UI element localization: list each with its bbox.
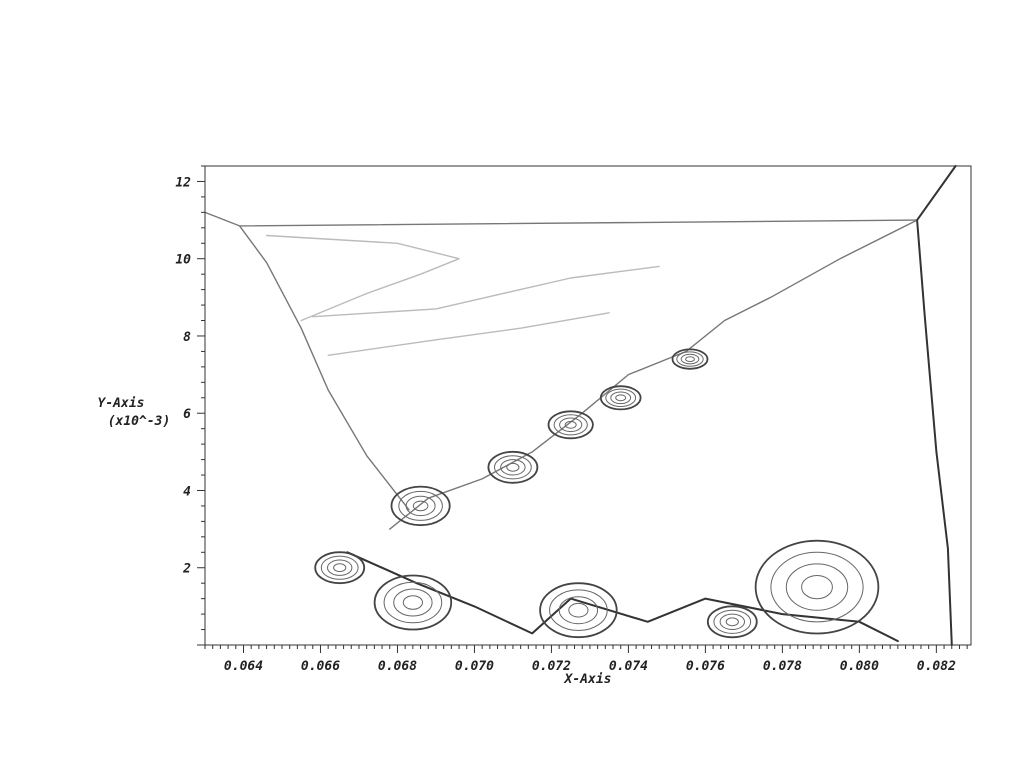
vortex-8-ring-1 bbox=[725, 617, 739, 627]
vortex-5-ring-2 bbox=[610, 391, 632, 405]
x-tick-label: 0.070 bbox=[455, 659, 494, 674]
vortex-3-ring-1 bbox=[506, 462, 520, 472]
x-tick-label: 0.080 bbox=[840, 659, 879, 674]
vortex-4-ring-2 bbox=[559, 417, 583, 433]
x-tick-label: 0.072 bbox=[532, 659, 571, 674]
contour-left-shock bbox=[204, 211, 410, 511]
vortex-6-ring-1 bbox=[685, 356, 695, 363]
contour-top-shock bbox=[238, 219, 918, 227]
vortex-0-ring-4 bbox=[314, 551, 366, 585]
vortex-1-ring-4 bbox=[373, 574, 453, 631]
x-axis-label: X-Axis bbox=[564, 672, 612, 687]
vortex-6-ring-4 bbox=[671, 348, 709, 370]
vortex-1-ring-1 bbox=[402, 595, 423, 610]
y-tick-label: 8 bbox=[183, 330, 191, 345]
vortex-8-ring-4 bbox=[706, 605, 758, 639]
x-axis-ticks: 0.064 0.066 0.068 0.070 0.072 0.074 0.076 0.078… bbox=[204, 645, 968, 674]
vortex-6-ring-2 bbox=[680, 353, 700, 365]
vortex-8-ring-2 bbox=[719, 613, 745, 630]
vortex-4-ring-4 bbox=[547, 410, 594, 440]
contour-upper-contour bbox=[265, 234, 460, 322]
contour-lines bbox=[204, 165, 957, 646]
x-tick-label: 0.076 bbox=[686, 659, 725, 674]
contour-slip-line bbox=[389, 219, 918, 530]
vortex-3-ring-3 bbox=[494, 455, 532, 480]
vortex-7-ring-2 bbox=[558, 596, 599, 625]
contour-lower-contour bbox=[327, 312, 610, 356]
vortex-1-ring-2 bbox=[393, 588, 433, 617]
y-tick-label: 10 bbox=[175, 253, 191, 268]
vortex-2-ring-4 bbox=[390, 485, 451, 527]
y-tick-label: 12 bbox=[175, 175, 191, 190]
vortex-3-ring-4 bbox=[487, 450, 539, 484]
vortex-2-ring-3 bbox=[398, 490, 443, 521]
vortex-5-ring-1 bbox=[615, 394, 627, 402]
contour-middle-contour bbox=[312, 265, 660, 318]
x-tick-label: 0.082 bbox=[917, 659, 956, 674]
vortex-7-ring-4 bbox=[539, 582, 618, 639]
x-tick-label: 0.064 bbox=[224, 659, 263, 674]
vortex-0-ring-1 bbox=[333, 563, 347, 573]
y-axis-ticks: 2 4 6 8 10 12 bbox=[175, 165, 205, 646]
y-axis-label: Y-Axis bbox=[98, 396, 145, 411]
y-tick-label: 2 bbox=[182, 562, 191, 577]
x-tick-label: 0.078 bbox=[763, 659, 802, 674]
vortex-5-ring-4 bbox=[599, 385, 642, 411]
vortex-9-ring-2 bbox=[785, 563, 849, 611]
vortex-5-ring-3 bbox=[605, 388, 637, 407]
vortex-9-ring-3 bbox=[770, 551, 864, 623]
x-tick-label: 0.074 bbox=[609, 659, 648, 674]
vortex-3-ring-2 bbox=[500, 459, 526, 476]
plot-frame bbox=[204, 165, 972, 646]
contour-floor-vortex-band bbox=[346, 551, 899, 643]
x-tick-label: 0.066 bbox=[301, 659, 340, 674]
vortex-0-ring-3 bbox=[320, 555, 359, 580]
vortex-1-ring-3 bbox=[383, 581, 443, 624]
vortex-4-ring-3 bbox=[553, 414, 588, 436]
y-tick-label: 6 bbox=[183, 407, 191, 422]
vortex-2-ring-1 bbox=[412, 500, 429, 512]
vortex-cores bbox=[314, 348, 880, 639]
vortex-7-ring-3 bbox=[549, 589, 608, 632]
x-tick-label: 0.068 bbox=[378, 659, 417, 674]
vortex-9-ring-4 bbox=[754, 539, 880, 635]
contour-right-shock bbox=[916, 165, 957, 646]
vortex-6-ring-3 bbox=[676, 351, 704, 367]
vortex-9-ring-1 bbox=[801, 575, 833, 600]
y-axis-scale-label: (x10^-3) bbox=[108, 414, 171, 429]
vortex-8-ring-3 bbox=[713, 609, 752, 634]
vortex-7-ring-1 bbox=[568, 602, 589, 618]
vortex-4-ring-1 bbox=[564, 420, 577, 429]
vortex-2-ring-2 bbox=[405, 495, 436, 517]
y-tick-label: 4 bbox=[183, 484, 191, 499]
vortex-0-ring-2 bbox=[327, 559, 353, 576]
